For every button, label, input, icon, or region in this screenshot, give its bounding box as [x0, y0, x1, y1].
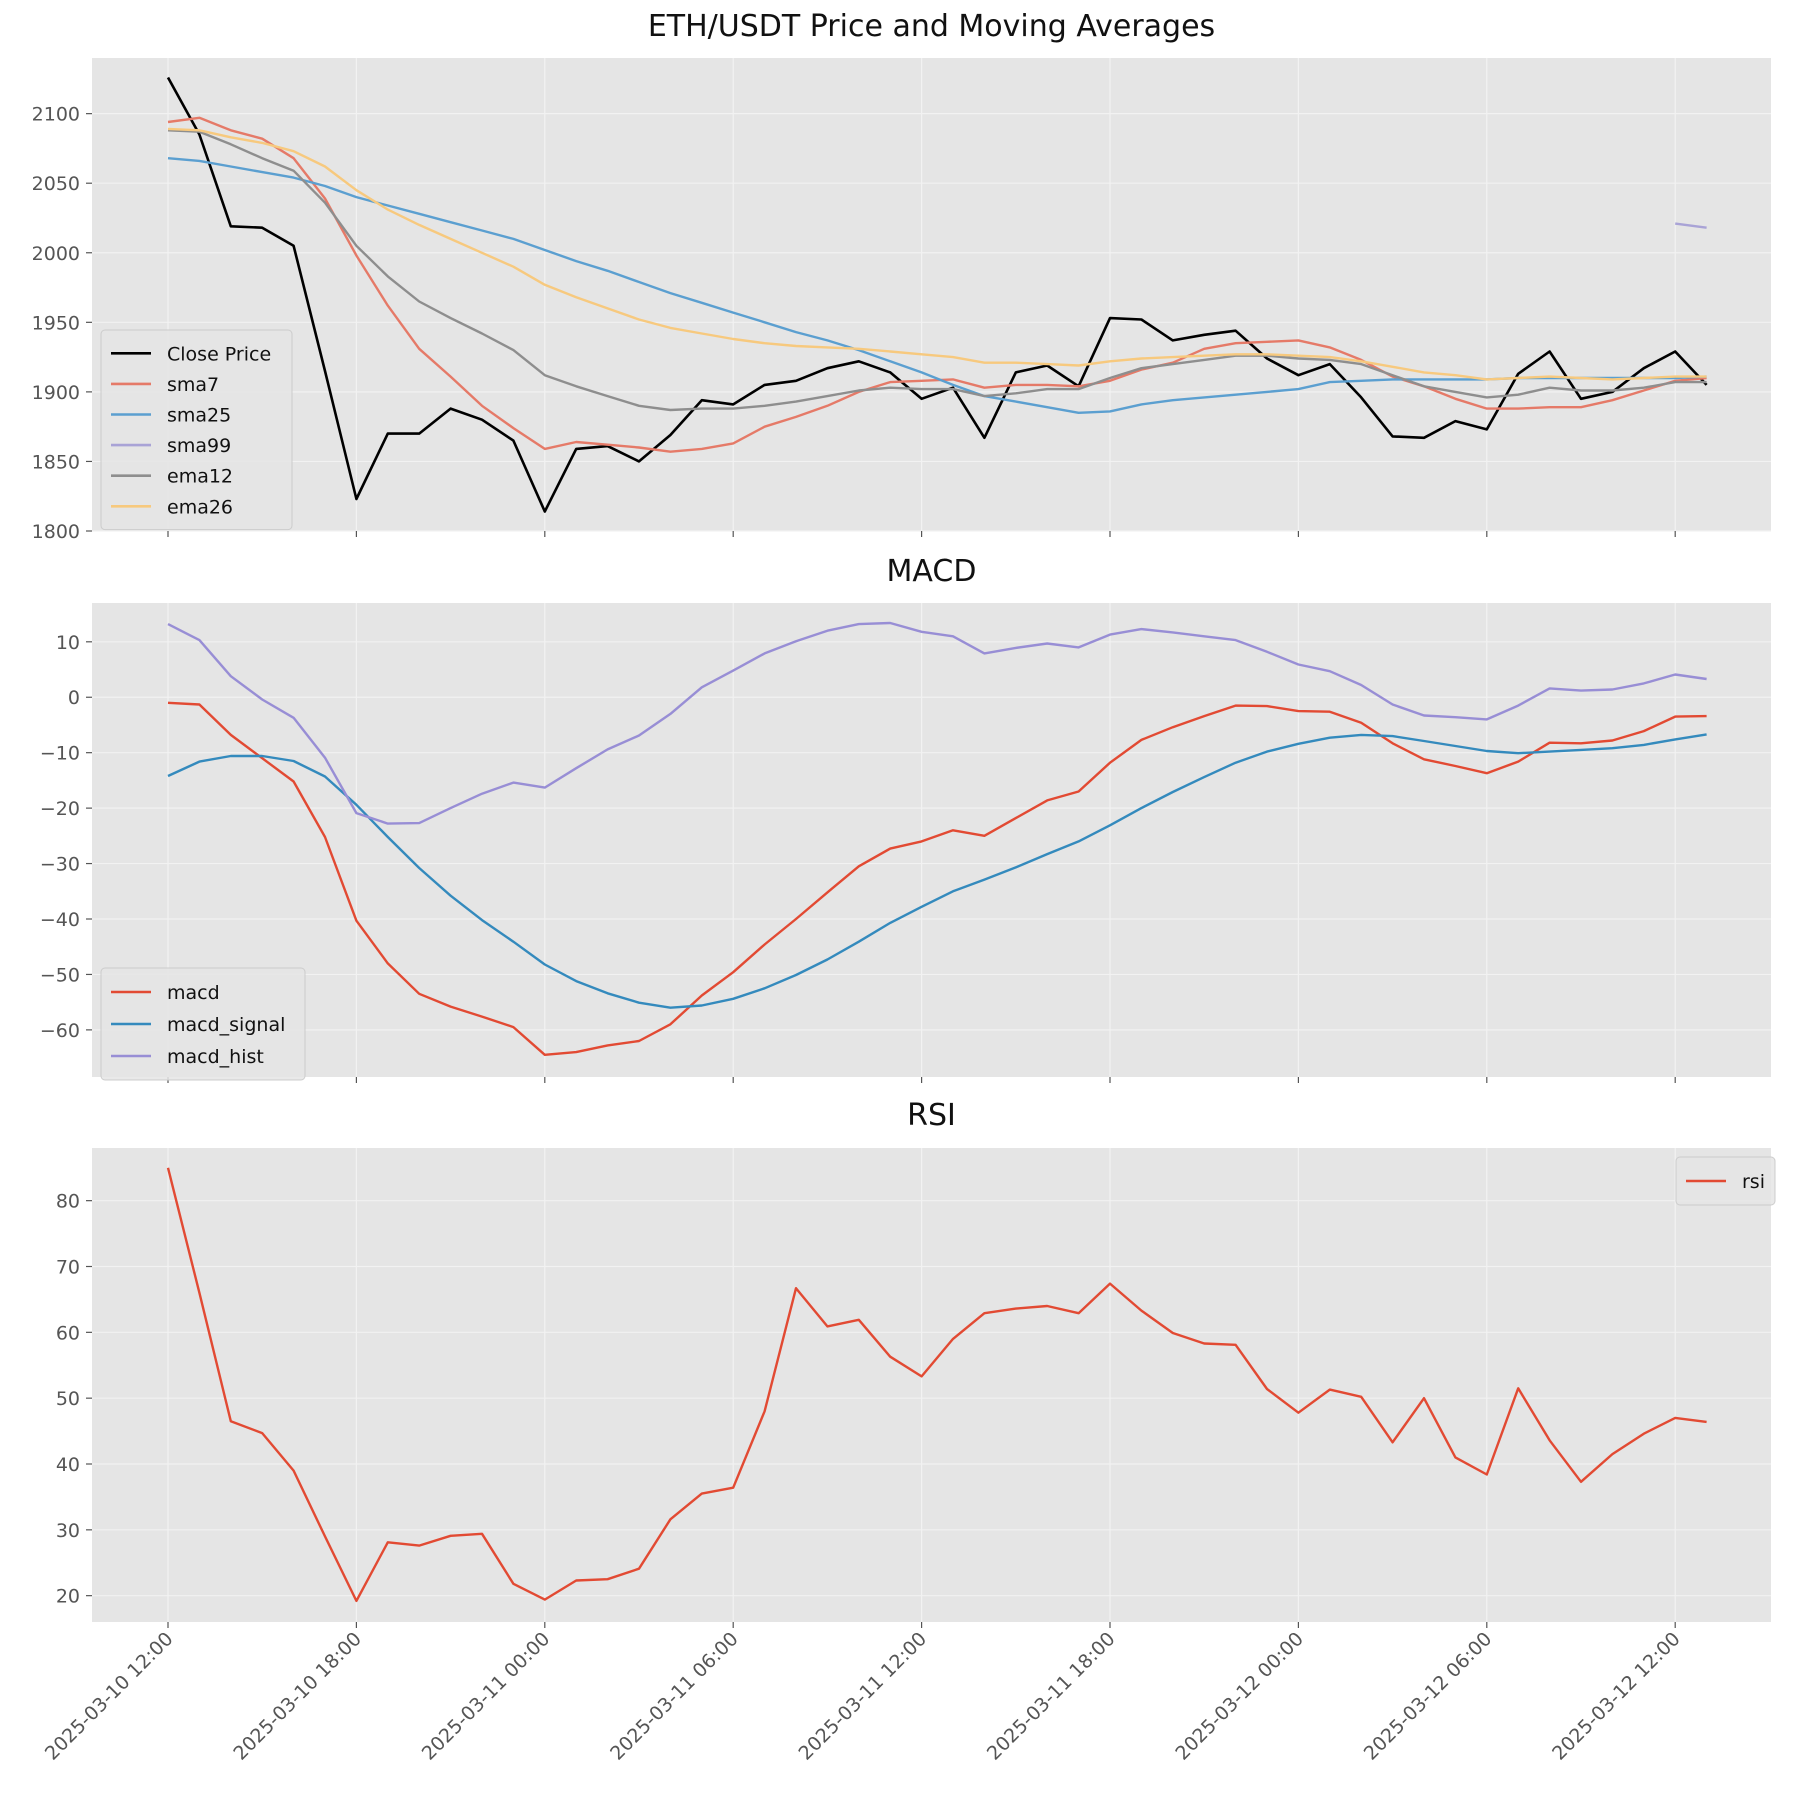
x-tick-label: 2025-03-10 12:00: [41, 1628, 178, 1765]
x-tick-label: 2025-03-10 18:00: [229, 1628, 366, 1765]
y-tick-label: −60: [40, 1020, 80, 1042]
series-line-sma25: [167, 157, 1707, 414]
series-line-macd: [167, 701, 1707, 1057]
legend-box: [100, 967, 306, 1081]
legend-label: sma7: [167, 374, 219, 396]
legend-label: ema26: [167, 496, 233, 518]
series-line-ema26: [167, 127, 1707, 381]
chart-title: ETH/USDT Price and Moving Averages: [648, 9, 1215, 44]
legend-label: Close Price: [167, 343, 271, 365]
plot-area: [92, 58, 1771, 531]
y-tick-label: 1950: [32, 312, 80, 334]
y-tick-label: 10: [56, 632, 80, 654]
legend-label: macd_signal: [167, 1014, 285, 1036]
x-tick-label: 2025-03-12 00:00: [1171, 1628, 1308, 1765]
series-line-ema12: [167, 129, 1707, 412]
y-tick-label: 1800: [32, 521, 80, 543]
y-tick-label: 1900: [32, 382, 80, 404]
legend-box: [100, 329, 293, 531]
y-tick-label: 2000: [32, 243, 80, 265]
y-tick-label: 70: [56, 1257, 80, 1279]
legend-label: macd_hist: [167, 1046, 264, 1068]
y-tick-label: −20: [40, 798, 80, 820]
y-tick-label: 80: [56, 1191, 80, 1213]
chart-title: RSI: [907, 1098, 956, 1133]
x-tick-label: 2025-03-11 12:00: [795, 1628, 932, 1765]
x-tick-label: 2025-03-11 06:00: [606, 1628, 743, 1765]
y-tick-label: 50: [56, 1388, 80, 1410]
y-tick-label: 60: [56, 1322, 80, 1344]
series-line-macd-hist: [167, 621, 1707, 825]
plot-area: [92, 1148, 1771, 1622]
series-line-macd-signal: [167, 733, 1707, 1009]
y-tick-label: 1850: [32, 451, 80, 473]
x-tick-label: 2025-03-12 12:00: [1548, 1628, 1685, 1765]
legend-label: sma25: [167, 405, 231, 427]
y-tick-label: −10: [40, 743, 80, 765]
x-tick-label: 2025-03-11 00:00: [418, 1628, 555, 1765]
x-tick-label: 2025-03-12 06:00: [1360, 1628, 1497, 1765]
y-tick-label: −50: [40, 964, 80, 986]
plot-area: [92, 603, 1771, 1077]
y-tick-label: 2050: [32, 173, 80, 195]
y-tick-label: 20: [56, 1586, 80, 1608]
legend-label: sma99: [167, 435, 231, 457]
legend-label: ema12: [167, 466, 233, 488]
y-tick-label: 30: [56, 1520, 80, 1542]
series-line-sma99: [1675, 222, 1707, 229]
y-tick-label: −30: [40, 854, 80, 876]
y-tick-label: 0: [68, 687, 80, 709]
y-tick-label: 40: [56, 1454, 80, 1476]
series-line-sma7: [167, 116, 1707, 453]
y-tick-label: 2100: [32, 104, 80, 126]
series-line-close-price: [166, 76, 1708, 513]
legend-label: rsi: [1742, 1171, 1765, 1193]
chart-title: MACD: [887, 554, 977, 589]
series-line-rsi: [166, 1167, 1707, 1603]
x-tick-label: 2025-03-11 18:00: [983, 1628, 1120, 1765]
y-tick-label: −40: [40, 909, 80, 931]
legend-label: macd: [167, 982, 220, 1004]
